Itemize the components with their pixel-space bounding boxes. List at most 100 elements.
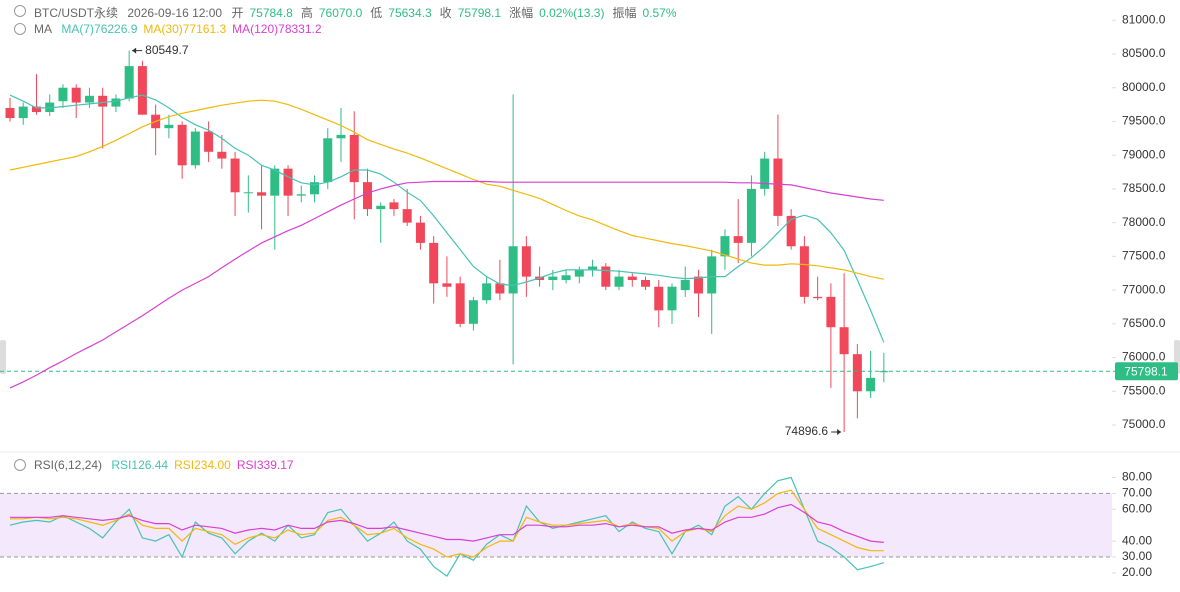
legend-name: RSI2 bbox=[174, 458, 201, 472]
candle-body bbox=[508, 246, 518, 294]
candle-body bbox=[680, 279, 690, 291]
candle-body bbox=[574, 269, 584, 277]
field-value: 75784.8 bbox=[249, 6, 293, 20]
arrow-head bbox=[837, 429, 842, 436]
legend-name: MA(30) bbox=[143, 22, 183, 36]
y-tick-label: 79500.0 bbox=[1122, 114, 1166, 128]
candle-body bbox=[654, 286, 664, 311]
y-tick-label: 77500.0 bbox=[1122, 249, 1166, 263]
legend-value: 34.00 bbox=[200, 458, 231, 472]
candle-body bbox=[402, 209, 412, 223]
candle-body bbox=[310, 182, 320, 195]
y-tick-label: 77000.0 bbox=[1122, 282, 1166, 296]
candle-body bbox=[389, 202, 399, 210]
candle-body bbox=[45, 102, 55, 112]
y-tick-label: 80500.0 bbox=[1122, 46, 1166, 60]
candle-body bbox=[601, 266, 611, 287]
legend-name: RSI3 bbox=[236, 458, 264, 472]
time: 2026-09-16 12:00 bbox=[127, 6, 223, 20]
candle-body bbox=[323, 138, 333, 183]
indicator-line bbox=[9, 180, 884, 389]
candle-body bbox=[826, 296, 836, 328]
candle-body bbox=[707, 256, 717, 294]
candle-body bbox=[84, 95, 94, 103]
candle-body bbox=[18, 106, 28, 119]
candle-body bbox=[429, 242, 439, 284]
candle-body bbox=[773, 158, 783, 216]
y-tick-label: 81000.0 bbox=[1122, 12, 1166, 26]
collapse-icon[interactable] bbox=[14, 23, 26, 35]
y-tick-label: 76500.0 bbox=[1122, 316, 1166, 330]
candle-body bbox=[58, 87, 68, 102]
candle-body bbox=[614, 276, 624, 287]
y-tick-label: 78000.0 bbox=[1122, 215, 1166, 229]
field-value: 75634.3 bbox=[388, 6, 432, 20]
y-tick-label: 76000.0 bbox=[1122, 350, 1166, 364]
candle-body bbox=[137, 66, 147, 115]
y-tick-label: 79000.0 bbox=[1122, 147, 1166, 161]
candle-body bbox=[455, 283, 465, 324]
candle-body bbox=[852, 354, 862, 392]
candle-body bbox=[415, 222, 425, 243]
candle-body bbox=[111, 98, 121, 107]
candle-body bbox=[376, 205, 386, 210]
legend-value: 26.44 bbox=[138, 458, 169, 472]
field-value: 0.02%(13.3) bbox=[539, 6, 605, 20]
y-tick-label: 30.00 bbox=[1122, 549, 1152, 563]
legend-name: RSI1 bbox=[111, 458, 139, 472]
candle-body bbox=[468, 300, 478, 324]
symbol: BTC/USDT永续 bbox=[34, 6, 119, 20]
field-label: 低 bbox=[370, 6, 383, 20]
collapse-icon[interactable] bbox=[14, 5, 26, 17]
candle-body bbox=[588, 266, 598, 270]
candle-body bbox=[813, 296, 823, 299]
candle-body bbox=[243, 192, 253, 194]
candle-body bbox=[217, 151, 227, 159]
low-label: 74896.6 bbox=[785, 424, 829, 438]
collapse-icon[interactable] bbox=[14, 459, 26, 471]
candle-body bbox=[71, 87, 81, 103]
y-tick-label: 60.00 bbox=[1122, 501, 1152, 515]
last-price-label: 75798.1 bbox=[1124, 364, 1168, 378]
candle-body bbox=[349, 134, 359, 183]
candle-body bbox=[667, 286, 677, 311]
scroll-left[interactable] bbox=[0, 340, 6, 374]
candle-body bbox=[5, 107, 15, 119]
candle-body bbox=[720, 236, 730, 257]
field-label: 高 bbox=[300, 6, 313, 20]
high-label: 80549.7 bbox=[145, 43, 189, 57]
y-tick-label: 20.00 bbox=[1122, 565, 1152, 579]
candle-body bbox=[124, 66, 134, 99]
arrow-head bbox=[132, 47, 137, 54]
candle-body bbox=[733, 236, 743, 243]
indicator-line bbox=[9, 476, 884, 577]
legend-value: 78331.2 bbox=[278, 22, 322, 36]
y-tick-label: 75500.0 bbox=[1122, 383, 1166, 397]
candle-body bbox=[362, 182, 372, 210]
header: BTC/USDT永续 2026-09-16 12:00 开 75784.8 高 760… bbox=[34, 4, 685, 21]
indicator-line bbox=[10, 489, 884, 558]
candle-body bbox=[561, 275, 571, 280]
field-label: 开 bbox=[231, 6, 244, 20]
y-tick-label: 80000.0 bbox=[1122, 80, 1166, 94]
candle-body bbox=[257, 192, 267, 196]
last-price-tag bbox=[1115, 362, 1178, 381]
indicator: MA bbox=[34, 22, 52, 36]
legend-name: MA(120) bbox=[232, 22, 279, 36]
candle-body bbox=[296, 194, 306, 196]
legend-name: MA(7) bbox=[61, 22, 95, 36]
y-tick-label: 75000.0 bbox=[1122, 417, 1166, 431]
field-label: 振幅 bbox=[612, 6, 637, 20]
candle-body bbox=[627, 276, 637, 280]
candle-body bbox=[164, 124, 174, 129]
y-tick-label: 80.00 bbox=[1122, 470, 1152, 484]
candle-body bbox=[760, 158, 770, 189]
candle-body bbox=[548, 276, 558, 280]
legend-value: 77161.3 bbox=[182, 22, 227, 36]
field-value: 75798.1 bbox=[457, 6, 502, 20]
field-value: 76070.0 bbox=[318, 6, 363, 20]
candle-body bbox=[98, 95, 108, 107]
candle-body bbox=[693, 276, 703, 294]
